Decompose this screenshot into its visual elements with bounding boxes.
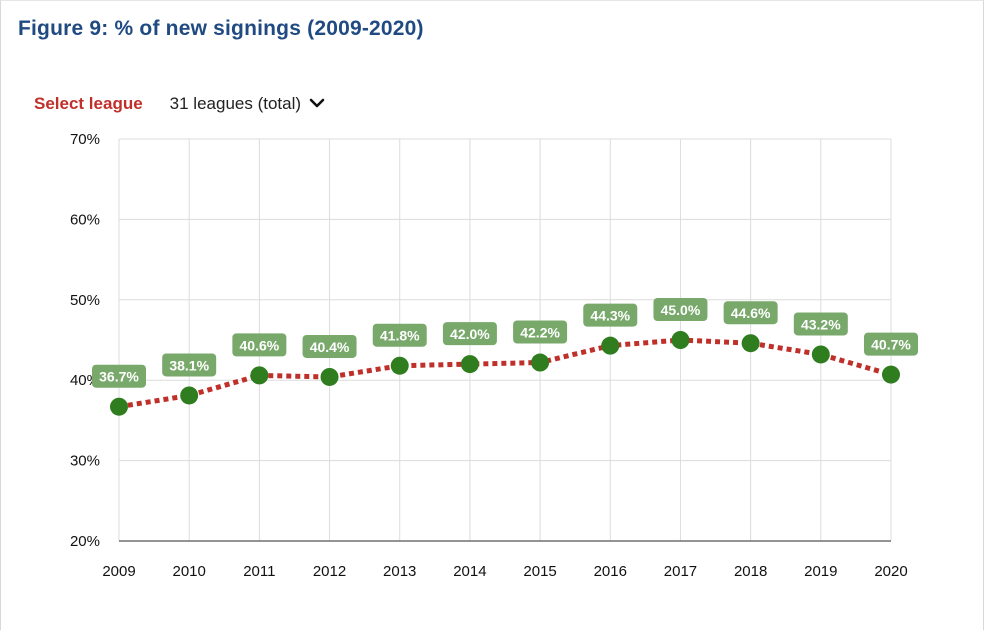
y-tick-label: 70% <box>70 131 100 148</box>
y-tick-label: 50% <box>70 292 100 309</box>
data-point <box>741 334 760 353</box>
chevron-down-icon[interactable] <box>309 94 325 114</box>
data-label: 42.2% <box>520 325 560 341</box>
x-tick-label: 2020 <box>874 563 907 580</box>
data-label-box <box>302 334 357 358</box>
x-tick-label: 2014 <box>453 563 486 580</box>
data-label-box <box>793 312 848 336</box>
select-league-label: Select league <box>34 94 143 113</box>
data-label: 38.1% <box>169 357 209 373</box>
data-label-box <box>653 298 708 321</box>
data-markers <box>110 331 900 416</box>
x-tick-label: 2012 <box>313 563 346 580</box>
data-label-box <box>92 364 146 388</box>
data-point <box>882 365 900 384</box>
data-label: 40.7% <box>871 337 911 353</box>
data-label-box <box>162 353 217 377</box>
x-tick-label: 2017 <box>664 563 697 580</box>
x-tick-label: 2013 <box>383 563 416 580</box>
league-dropdown[interactable]: 31 leagues (total) <box>170 94 325 114</box>
data-point <box>390 356 409 375</box>
data-label: 42.0% <box>450 326 490 342</box>
data-label: 44.3% <box>590 308 630 324</box>
data-label: 41.8% <box>380 328 420 344</box>
y-tick-label: 20% <box>70 533 100 550</box>
series-line-path <box>118 337 892 410</box>
x-tick-label: 2018 <box>734 563 767 580</box>
data-point <box>250 366 269 385</box>
data-point <box>460 355 479 374</box>
x-tick-label: 2016 <box>594 563 627 580</box>
data-point <box>811 345 830 364</box>
data-point <box>601 336 620 355</box>
data-point <box>531 353 550 372</box>
y-tick-label: 30% <box>70 453 100 470</box>
y-axis-ticks: 20%30%40%50%60%70% <box>70 131 100 550</box>
data-label: 45.0% <box>661 302 701 318</box>
data-label: 36.7% <box>99 369 139 385</box>
league-selector: Select league 31 leagues (total) <box>34 94 325 114</box>
x-tick-label: 2011 <box>243 563 275 580</box>
data-label: 40.4% <box>310 339 350 355</box>
x-tick-label: 2015 <box>523 563 556 580</box>
data-labels: 36.7% 38.1% 40.6% 40.4% 41.8% 42.0% 42.2% 44.3%… <box>92 298 918 388</box>
data-label-box <box>513 320 568 344</box>
league-dropdown-value: 31 leagues (total) <box>169 94 302 113</box>
data-label-box <box>232 333 287 357</box>
data-point <box>110 397 128 416</box>
y-tick-label: 60% <box>70 211 100 228</box>
data-label: 43.2% <box>801 316 841 332</box>
series-line <box>118 337 892 410</box>
data-label-box <box>864 332 918 356</box>
data-label: 40.6% <box>240 337 280 353</box>
data-label-box <box>442 322 497 346</box>
data-point <box>180 386 199 405</box>
data-label-box <box>583 303 638 327</box>
data-label-box <box>723 301 778 325</box>
figure-title: Figure 9: % of new signings (2009-2020) <box>18 17 424 40</box>
data-label: 44.6% <box>731 305 771 321</box>
x-tick-label: 2009 <box>102 563 135 580</box>
data-label-box <box>372 323 427 347</box>
x-tick-label: 2019 <box>804 563 837 580</box>
data-point <box>671 331 690 349</box>
x-tick-label: 2010 <box>172 563 205 580</box>
x-axis-ticks: 2009 2010 2011 2012 2013 2014 2015 2016 2017 2018… <box>102 563 907 580</box>
data-point <box>320 367 339 386</box>
